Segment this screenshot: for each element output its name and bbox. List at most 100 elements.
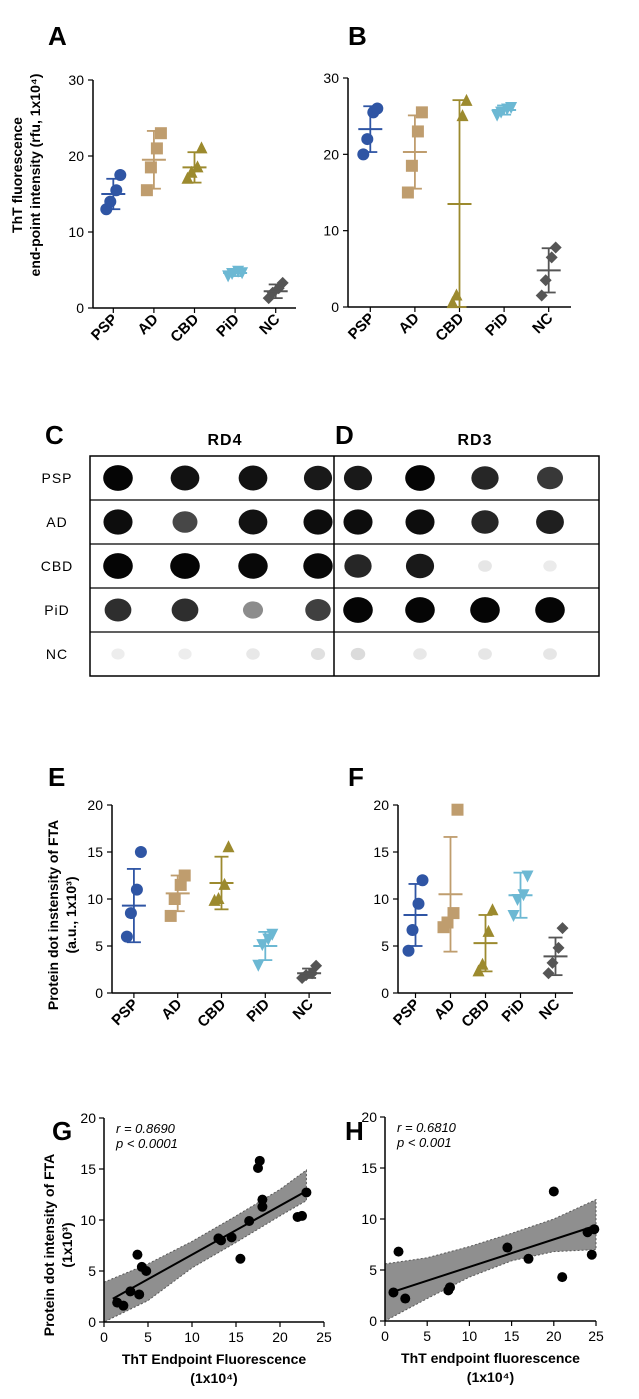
blot-dot-rd3 <box>405 465 435 491</box>
correlation-p: p < 0.0001 <box>115 1136 178 1151</box>
data-point-cbd <box>222 840 235 853</box>
x-tick-label: 10 <box>184 1329 200 1345</box>
y-tick-label: 20 <box>80 1110 96 1126</box>
blot-dot-rd4 <box>303 553 333 579</box>
x-tick-label: PiD <box>499 996 529 1026</box>
data-point-cbd <box>181 171 194 184</box>
ylabel-gh-line2: (1x10³) <box>59 1222 75 1267</box>
blot-dot-rd4 <box>178 648 192 660</box>
data-point-cbd <box>450 288 463 301</box>
y-tick-label: 15 <box>80 1161 96 1177</box>
data-point-pid <box>505 102 518 115</box>
x-tick-label: 10 <box>462 1328 478 1344</box>
data-point-psp <box>412 897 425 910</box>
blot-row-label: AD <box>46 514 67 530</box>
y-tick-label: 0 <box>95 985 103 1001</box>
regression-line <box>393 1224 597 1293</box>
data-point <box>557 1272 568 1283</box>
x-tick-label: 5 <box>423 1328 431 1344</box>
data-point <box>134 1289 145 1300</box>
data-point <box>141 1266 152 1276</box>
blot-dot-rd3 <box>405 553 435 579</box>
blot-dot-rd4 <box>242 601 264 619</box>
x-tick-label: PSP <box>345 310 378 343</box>
correlation-p: p < 0.001 <box>396 1135 452 1150</box>
data-point <box>502 1242 513 1253</box>
x-tick-label: NC <box>529 310 556 337</box>
blot-dot-rd3 <box>343 509 373 535</box>
data-point <box>118 1300 129 1311</box>
x-tick-label: NC <box>536 996 563 1023</box>
data-point-ad <box>174 878 187 891</box>
x-tick-label: PiD <box>243 996 273 1026</box>
data-point-cbd <box>472 964 485 977</box>
x-tick-label: PSP <box>390 996 423 1029</box>
y-tick-label: 0 <box>381 985 389 1001</box>
blot-dot-rd3 <box>470 597 500 623</box>
data-point-ad <box>164 909 177 922</box>
blot-dot-rd3 <box>405 597 435 623</box>
y-tick-label: 0 <box>76 300 84 316</box>
data-point-cbd <box>482 924 495 937</box>
x-tick-label: CBD <box>194 996 229 1031</box>
data-point <box>216 1235 227 1246</box>
y-tick-label: 30 <box>68 72 84 88</box>
blot-dot-rd4 <box>172 511 198 533</box>
data-point-cbd <box>212 892 225 904</box>
x-axis-title: ThT Endpoint Fluorescence <box>122 1351 307 1367</box>
data-point-psp <box>416 874 429 887</box>
correlation-r: r = 0.6810 <box>397 1120 457 1135</box>
data-point-ad <box>150 142 163 155</box>
y-tick-label: 10 <box>373 891 389 907</box>
x-tick-label: 5 <box>144 1329 152 1345</box>
blot-dot-rd3 <box>344 554 372 578</box>
data-point-cbd <box>460 93 473 106</box>
data-point <box>257 1194 268 1205</box>
data-point-nc <box>552 941 565 954</box>
y-tick-label: 5 <box>88 1263 96 1279</box>
blot-c-header: RD4 <box>207 432 242 449</box>
data-point-psp <box>357 148 370 161</box>
blot-row-label: CBD <box>41 558 74 574</box>
blot-d-header: RD3 <box>457 432 492 449</box>
x-tick-label: PSP <box>108 996 141 1029</box>
y-tick-label: 10 <box>323 223 339 239</box>
data-point-ad <box>178 869 191 882</box>
blot-dot-rd4 <box>246 648 260 660</box>
data-point <box>244 1216 255 1227</box>
x-tick-label: AD <box>395 310 422 337</box>
blot-dot-rd4 <box>310 648 326 660</box>
data-point <box>589 1224 600 1235</box>
y-tick-label: 15 <box>361 1160 377 1176</box>
data-point <box>301 1187 312 1198</box>
blot-dot-rd4 <box>104 598 132 622</box>
chart-f: 0 5 10 15 20 PSP AD CBD PiD NC <box>373 797 573 1031</box>
y-tick-label: 10 <box>361 1211 377 1227</box>
data-point-nc <box>535 289 548 302</box>
x-tick-label: 15 <box>228 1329 244 1345</box>
data-point-psp <box>361 133 374 146</box>
blot-dot-rd3 <box>543 560 557 572</box>
x-tick-label: 20 <box>272 1329 288 1345</box>
data-point <box>444 1282 455 1293</box>
blot-dot-rd3 <box>478 560 492 572</box>
ylabel-ab: ThT fluorescence end-point intensity (rf… <box>9 74 43 277</box>
x-tick-label: NC <box>290 996 317 1023</box>
blot-dot-rd4 <box>171 598 199 622</box>
ylabel-ef-line2: (a.u., 1x10³) <box>63 876 79 953</box>
x-axis-unit: (1x10⁴) <box>467 1369 514 1385</box>
y-tick-label: 10 <box>87 891 103 907</box>
correlation-r: r = 0.8690 <box>116 1121 176 1136</box>
data-point-psp <box>406 924 419 937</box>
data-point-ad <box>451 803 464 816</box>
panel-label-c: C <box>45 420 64 450</box>
data-point-nc <box>310 959 323 972</box>
data-point <box>132 1249 143 1260</box>
data-point-psp <box>130 883 143 896</box>
data-point-ad <box>140 184 153 197</box>
y-tick-label: 10 <box>68 224 84 240</box>
panel-label-e: E <box>48 762 65 792</box>
x-tick-label: AD <box>158 996 185 1023</box>
blot-dot-rd3 <box>478 648 492 660</box>
data-point-psp <box>104 195 117 208</box>
